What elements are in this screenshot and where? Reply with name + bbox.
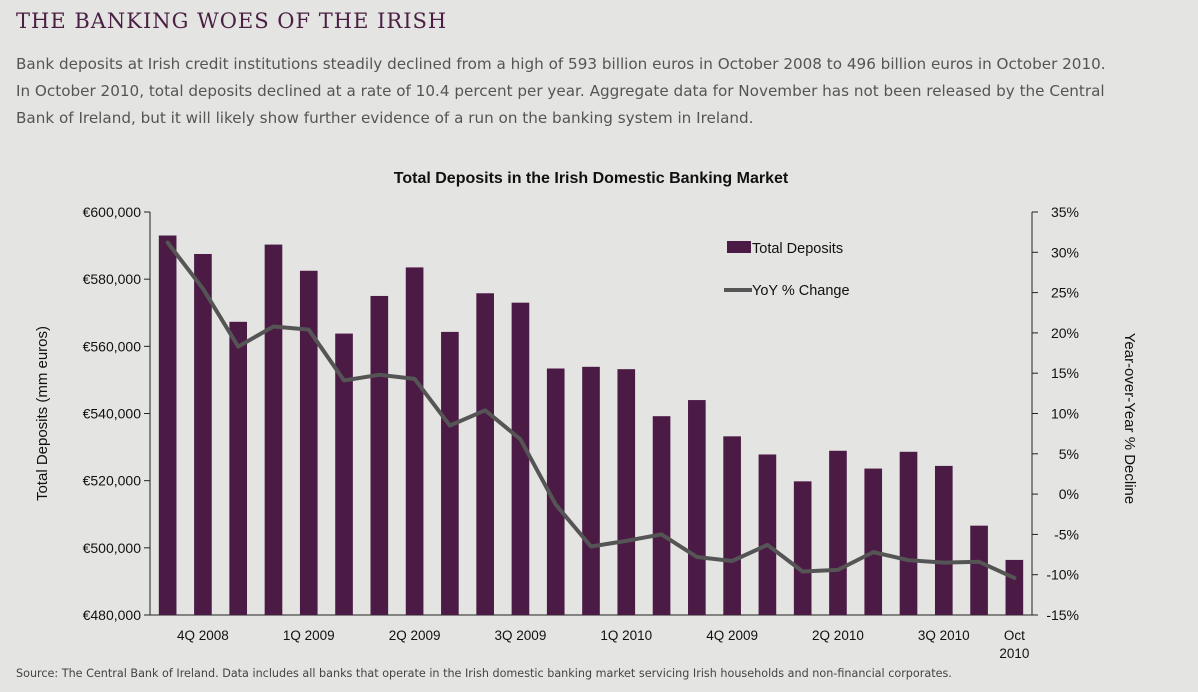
deposit-bar [970, 525, 988, 615]
y-tick-label: €500,000 [83, 540, 142, 556]
x-tick-label: 3Q 2009 [495, 628, 547, 643]
legend-swatch-deposits [727, 241, 751, 253]
deposit-bar [405, 267, 424, 615]
deposit-bar [511, 302, 530, 615]
y-axis-title: Total Deposits (mm euros) [34, 326, 51, 501]
y-tick-label: €480,000 [83, 607, 142, 623]
x-tick-label: 1Q 2010 [600, 628, 652, 643]
deposit-bar [652, 416, 671, 615]
y-tick-label: €600,000 [83, 204, 142, 220]
deposit-bar [723, 436, 741, 615]
legend-label-yoy: YoY % Change [752, 283, 850, 299]
y2-tick-label: -5% [1054, 526, 1079, 542]
deposit-bar [758, 454, 777, 615]
x-tick-label: 1Q 2009 [283, 628, 335, 643]
x-tick-label: 2Q 2009 [389, 628, 441, 643]
chart-title: Total Deposits in the Irish Domestic Ban… [394, 170, 789, 187]
page-title: THE BANKING WOES OF THE IRISH [16, 9, 448, 33]
source-note: Source: The Central Bank of Ireland. Dat… [16, 667, 952, 680]
deposit-bar [194, 253, 212, 615]
x-tick-label: 4Q 2008 [177, 628, 229, 643]
intro-line: Bank of Ireland, but it will likely show… [16, 109, 754, 127]
y-tick-label: €520,000 [83, 473, 142, 489]
y-tick-label: €560,000 [83, 338, 142, 354]
x-tick-label: Oct [1004, 628, 1025, 643]
deposit-bar [688, 400, 706, 615]
y2-tick-label: 30% [1051, 244, 1079, 260]
deposit-bar [264, 244, 283, 615]
intro-paragraph: Bank deposits at Irish credit institutio… [16, 51, 1194, 132]
y2-axis-title: Year-over-Year % Decline [1121, 333, 1138, 504]
yoy-change-line [165, 240, 1017, 580]
legend-label-deposits: Total Deposits [752, 241, 843, 257]
y2-tick-label: 20% [1051, 325, 1079, 341]
x-tick-label: 2010 [999, 646, 1029, 661]
y-tick-label: €540,000 [83, 406, 142, 422]
y2-tick-label: 0% [1059, 486, 1079, 502]
deposit-bar [229, 321, 248, 615]
deposit-bar [899, 451, 918, 615]
x-tick-label: 3Q 2010 [918, 628, 970, 643]
y2-tick-label: 35% [1051, 204, 1079, 220]
deposit-bar [441, 331, 459, 615]
deposit-bar [829, 450, 847, 615]
x-tick-label: 4Q 2009 [706, 628, 758, 643]
intro-line: In October 2010, total deposits declined… [16, 82, 1105, 100]
deposit-bar [864, 468, 883, 615]
deposit-bar [299, 270, 318, 615]
y-tick-label: €580,000 [83, 271, 142, 287]
y2-tick-label: 15% [1051, 365, 1079, 381]
deposit-bar [793, 481, 812, 615]
deposit-bar [158, 235, 177, 615]
y2-tick-label: -15% [1046, 607, 1079, 623]
deposit-bar [546, 368, 565, 615]
intro-line: Bank deposits at Irish credit institutio… [16, 55, 1106, 73]
x-tick-label: 2Q 2010 [812, 628, 864, 643]
deposit-bar [934, 465, 953, 615]
y2-tick-label: 10% [1051, 406, 1079, 422]
deposit-bar [370, 295, 389, 615]
deposit-bar [617, 369, 636, 615]
y2-tick-label: 5% [1059, 446, 1079, 462]
deposit-bar [582, 366, 600, 615]
y2-tick-label: -10% [1046, 567, 1079, 583]
deposit-bar [476, 293, 494, 615]
deposit-bar [335, 333, 353, 615]
deposit-bar [1005, 559, 1024, 615]
y2-tick-label: 25% [1051, 285, 1079, 301]
